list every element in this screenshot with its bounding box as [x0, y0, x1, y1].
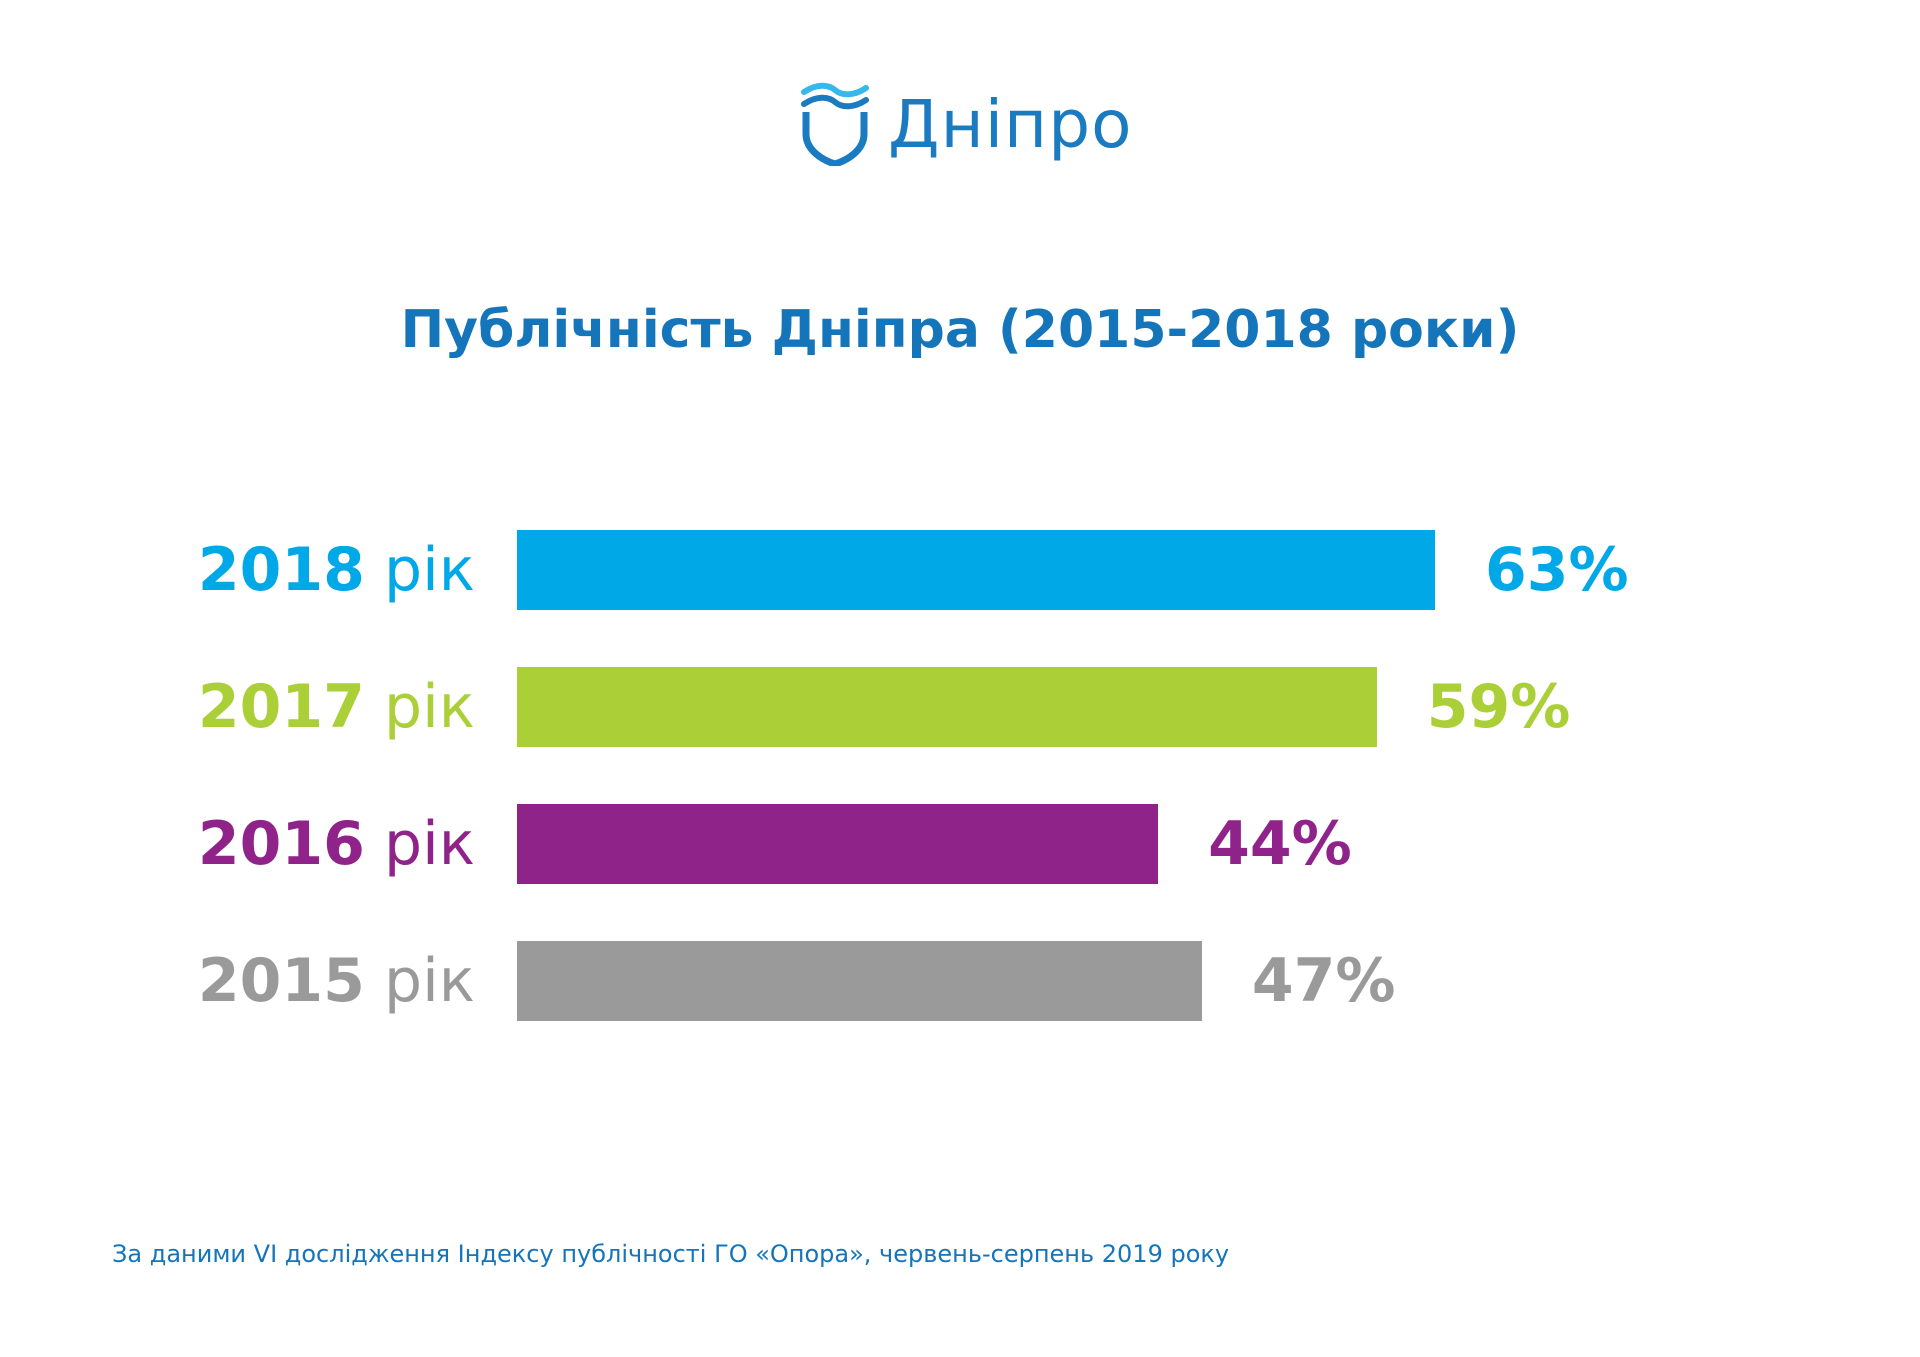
category-label-2015: 2015 рік [0, 941, 475, 1021]
footnote: За даними VI дослідження Індексу публічн… [112, 1240, 1230, 1268]
category-year: 2018 [197, 535, 365, 605]
chart-title: Публічність Дніпра (2015-2018 роки) [400, 300, 1520, 360]
value-label-2018: 63% [1485, 535, 1629, 605]
category-year: 2015 [197, 946, 365, 1016]
category-suffix: рік [364, 535, 475, 605]
bar-2016 [517, 804, 1159, 884]
bar-2017 [517, 667, 1377, 747]
category-label-2017: 2017 рік [0, 667, 475, 747]
bar-2015 [517, 941, 1202, 1021]
value-label-2017: 59% [1426, 672, 1571, 742]
bar-2018 [517, 530, 1435, 610]
shield-wave-icon [801, 82, 869, 166]
value-label-2015: 47% [1251, 946, 1396, 1016]
category-suffix: рік [364, 946, 475, 1016]
category-label-2018: 2018 рік [0, 530, 475, 610]
category-year: 2016 [197, 809, 365, 879]
category-year: 2017 [197, 672, 365, 742]
category-suffix: рік [364, 672, 475, 742]
category-label-2016: 2016 рік [0, 804, 475, 884]
logo-text: Дніпро [888, 85, 1133, 163]
category-suffix: рік [364, 809, 475, 879]
logo: Дніпро [800, 82, 1132, 166]
value-label-2016: 44% [1208, 809, 1352, 879]
